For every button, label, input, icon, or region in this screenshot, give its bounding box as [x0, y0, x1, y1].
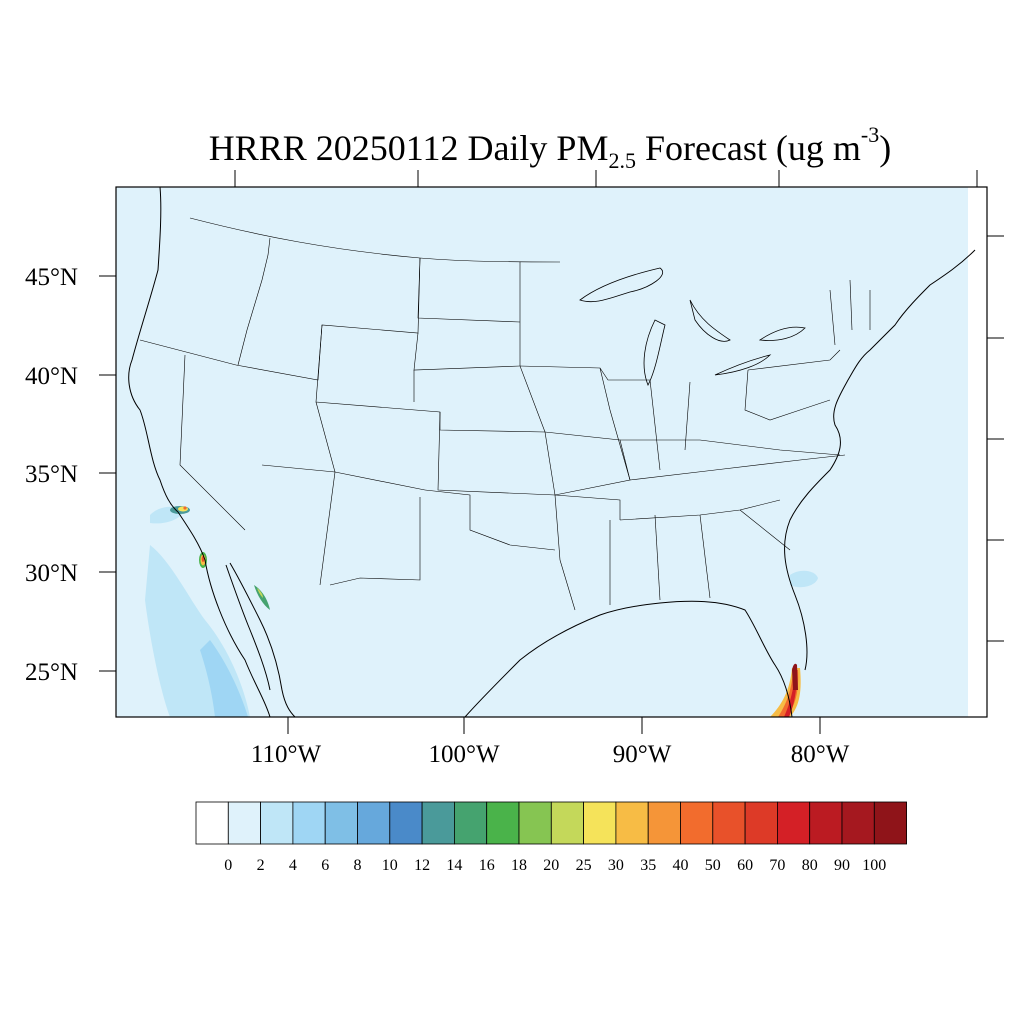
colorbar-swatch: [744, 801, 778, 845]
map-border: [115, 186, 988, 718]
colorbar-swatch: [292, 801, 326, 845]
great-lakes: [579, 267, 806, 386]
colorbar-swatch: [680, 801, 714, 845]
gulf-california-hotspot: [254, 585, 270, 610]
colorbar-label: 4: [289, 857, 297, 874]
title-subscript: 2.5: [608, 148, 636, 173]
coastlines: [128, 187, 976, 717]
colorbar-label: 16: [479, 857, 495, 874]
lat-label: 25°N: [25, 659, 78, 686]
colorbar-label: 90: [834, 857, 850, 874]
colorbar-swatch: [260, 801, 294, 845]
colorbar-swatch: [324, 801, 358, 845]
colorbar-label: 70: [769, 857, 785, 874]
colorbar-swatch: [518, 801, 552, 845]
lat-label: 30°N: [25, 560, 78, 587]
map-title: HRRR 20250112 Daily PM2.5 Forecast (ug m…: [0, 112, 1024, 184]
map-content: [128, 187, 976, 717]
colorbar-label: 10: [382, 857, 398, 874]
lat-label: 40°N: [25, 363, 78, 390]
colorbar-label: 18: [511, 857, 527, 874]
colorbar-swatch: [873, 801, 907, 845]
colorbar-swatch: [647, 801, 681, 845]
title-superscript: -3: [860, 122, 880, 147]
title-prefix: HRRR 20250112 Daily PM: [208, 128, 609, 168]
lat-label: 45°N: [25, 264, 78, 291]
colorbar-label: 40: [673, 857, 689, 874]
colorbar-swatch: [809, 801, 843, 845]
socal-hotspot: [170, 506, 190, 514]
colorbar-label: 8: [354, 857, 362, 874]
title-suffix: ): [879, 128, 892, 168]
colorbar-label: 50: [705, 857, 721, 874]
lon-label: 110°W: [251, 741, 322, 768]
longitude-labels: 110°W 100°W 90°W 80°W: [251, 741, 850, 768]
pacific-mid-pm-area: [200, 640, 248, 717]
colorbar-label: 25: [576, 857, 592, 874]
colorbar-label: 100: [862, 857, 886, 874]
map-frame: [116, 187, 987, 717]
lon-label: 80°W: [791, 741, 850, 768]
colorbar-label: 2: [257, 857, 265, 874]
colorbar-swatch: [615, 801, 649, 845]
latitude-labels: 45°N 40°N 35°N 30°N 25°N: [25, 264, 78, 686]
colorbar-label: 35: [640, 857, 656, 874]
state-borders: [139, 217, 871, 611]
colorbar-label: 14: [446, 857, 462, 874]
colorbar-swatch: [583, 801, 617, 845]
colorbar-label: 0: [224, 857, 232, 874]
colorbar-swatch: [227, 801, 262, 845]
colorbar-label: 6: [321, 857, 329, 874]
title-middle: Forecast (ug m: [635, 128, 861, 168]
colorbar-swatch: [357, 801, 391, 845]
colorbar-label: 20: [543, 857, 559, 874]
colorbar-swatch: [841, 801, 875, 845]
colorbar-label: 80: [802, 857, 818, 874]
colorbar-swatch: [421, 801, 455, 845]
lon-label: 100°W: [428, 741, 499, 768]
lat-label: 35°N: [25, 461, 78, 488]
colorbar: 0 2 4 6 8 10 12 14 16 18 20 25 30 35 40 50 60 70 80 90 100: [195, 801, 907, 874]
colorbar-swatch: [486, 801, 520, 845]
map-no-data-strip: [968, 187, 987, 717]
axis-ticks: [99, 170, 1004, 734]
atlantic-low-pm-patch: [790, 570, 818, 588]
colorbar-label: 30: [608, 857, 624, 874]
colorbar-swatch: [777, 801, 811, 845]
colorbar-swatch: [389, 801, 423, 845]
colorbar-label: 12: [414, 857, 430, 874]
colorbar-swatch: [712, 801, 746, 845]
lon-label: 90°W: [613, 741, 672, 768]
colorbar-swatch: [195, 801, 229, 845]
colorbar-label: 60: [737, 857, 753, 874]
colorbar-swatch: [453, 801, 488, 845]
colorbar-swatch: [550, 801, 584, 845]
